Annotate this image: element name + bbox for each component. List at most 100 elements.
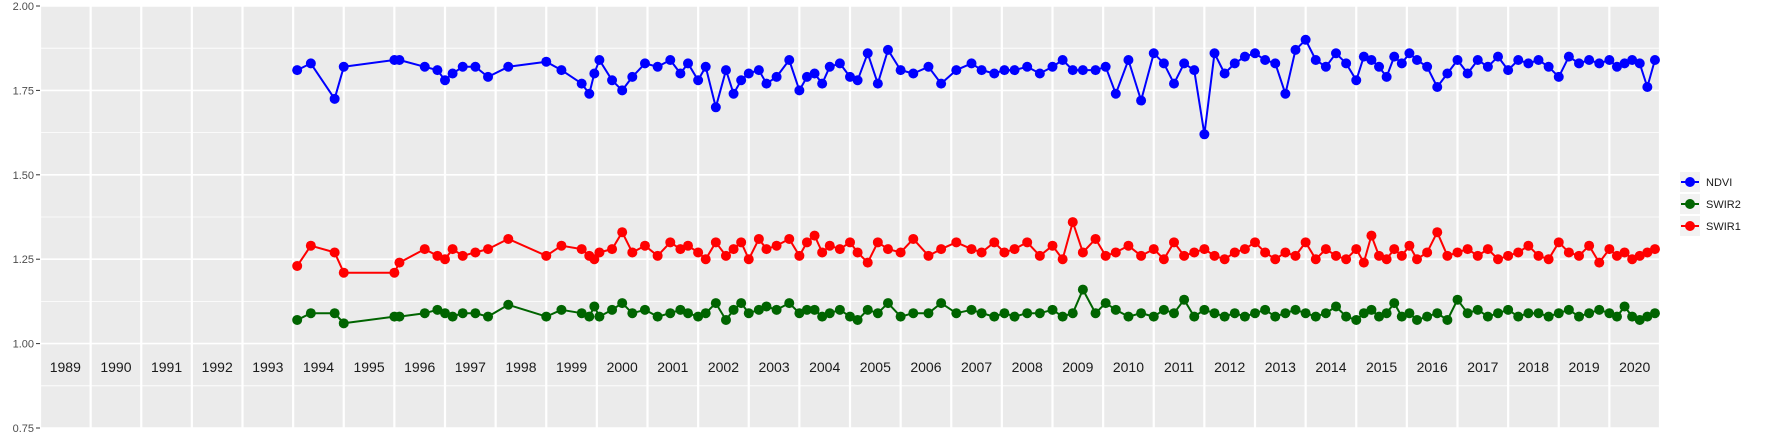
- data-point-swir2: [1270, 311, 1281, 322]
- data-point-swir2: [1472, 304, 1483, 315]
- data-point-swir2: [1320, 308, 1331, 319]
- data-point-swir2: [1594, 304, 1605, 315]
- data-point-swir1: [700, 254, 711, 265]
- data-point-swir1: [923, 250, 934, 261]
- data-point-ndvi: [1169, 78, 1179, 89]
- data-point-swir1: [761, 244, 772, 255]
- year-label: 2002: [708, 359, 739, 375]
- data-point-swir1: [852, 247, 863, 258]
- data-point-swir2: [1634, 314, 1645, 325]
- year-label: 2000: [607, 359, 638, 375]
- data-point-swir2: [824, 308, 835, 319]
- data-point-swir1: [1047, 240, 1058, 251]
- data-point-swir2: [845, 311, 855, 322]
- data-point-swir2: [665, 308, 676, 319]
- data-point-ndvi: [1320, 61, 1331, 72]
- data-point-swir1: [1611, 250, 1622, 261]
- data-point-swir1: [1250, 237, 1260, 248]
- data-point-swir2: [594, 311, 605, 322]
- data-point-swir2: [753, 304, 764, 315]
- data-point-swir2: [329, 308, 340, 319]
- data-point-swir1: [1189, 247, 1200, 258]
- data-point-swir2: [541, 311, 552, 322]
- data-point-swir2: [1022, 308, 1033, 319]
- data-point-swir2: [483, 311, 494, 322]
- data-point-ndvi: [338, 61, 349, 72]
- data-point-swir2: [1260, 304, 1271, 315]
- data-point-swir2: [743, 308, 754, 319]
- data-point-ndvi: [541, 56, 552, 67]
- data-point-swir2: [710, 298, 721, 309]
- year-label: 2007: [961, 359, 992, 375]
- series-ndvi: [292, 34, 1660, 140]
- data-point-ndvi: [834, 58, 845, 69]
- data-point-swir1: [976, 247, 987, 258]
- data-point-swir2: [1374, 311, 1385, 322]
- data-point-swir2: [1123, 311, 1134, 322]
- data-point-swir1: [753, 233, 764, 244]
- data-point-swir2: [1513, 311, 1524, 322]
- data-point-ndvi: [1300, 34, 1311, 45]
- data-point-ndvi: [457, 61, 468, 72]
- year-label: 2014: [1315, 359, 1346, 375]
- series-swir2: [292, 284, 1660, 329]
- data-point-swir2: [394, 311, 405, 322]
- y-axis: 0.75 1.00 1.25 1.50 1.75 2.00: [13, 1, 40, 435]
- data-point-ndvi: [1553, 71, 1564, 82]
- data-point-ndvi: [1189, 65, 1200, 76]
- data-point-ndvi: [1627, 55, 1638, 66]
- data-point-swir2: [1619, 301, 1630, 312]
- data-point-ndvi: [576, 78, 587, 89]
- data-point-swir2: [1310, 311, 1321, 322]
- data-point-ndvi: [470, 61, 481, 72]
- data-point-swir1: [432, 250, 443, 261]
- data-point-ndvi: [1381, 71, 1392, 82]
- data-point-swir2: [338, 318, 349, 329]
- data-point-swir2: [1553, 308, 1564, 319]
- data-point-swir1: [845, 237, 855, 248]
- year-label: 1993: [252, 359, 283, 375]
- data-point-swir1: [999, 247, 1010, 258]
- year-label: 2003: [758, 359, 789, 375]
- data-point-swir1: [1634, 250, 1645, 261]
- data-point-swir1: [1574, 250, 1584, 261]
- data-point-swir2: [693, 311, 704, 322]
- data-point-swir2: [1627, 311, 1638, 322]
- data-point-ndvi: [1442, 68, 1453, 79]
- data-point-swir1: [1381, 254, 1392, 265]
- year-label: 2010: [1113, 359, 1144, 375]
- data-point-swir1: [1280, 247, 1291, 258]
- data-point-swir1: [1389, 244, 1400, 255]
- year-label: 2008: [1012, 359, 1043, 375]
- data-point-swir2: [852, 314, 863, 325]
- data-point-ndvi: [1533, 55, 1544, 66]
- year-label: 1997: [455, 359, 486, 375]
- data-point-swir1: [1584, 240, 1595, 251]
- data-point-swir1: [1199, 244, 1210, 255]
- data-point-swir1: [1022, 237, 1033, 248]
- data-point-ndvi: [1642, 82, 1653, 93]
- year-label: 2019: [1568, 359, 1599, 375]
- data-point-swir1: [1432, 227, 1443, 238]
- data-point-swir1: [627, 247, 638, 258]
- data-point-ndvi: [1523, 58, 1534, 69]
- data-point-swir1: [683, 240, 693, 251]
- data-point-swir2: [440, 308, 450, 319]
- data-point-ndvi: [394, 55, 405, 66]
- data-point-swir1: [1482, 244, 1493, 255]
- data-point-swir2: [801, 304, 812, 315]
- data-point-swir2: [720, 314, 731, 325]
- year-label: 2004: [809, 359, 840, 375]
- y-tick-label: 2.00: [13, 1, 34, 13]
- data-point-swir2: [1432, 308, 1443, 319]
- year-label: 1999: [556, 359, 587, 375]
- data-point-swir1: [1351, 244, 1362, 255]
- data-point-swir1: [1229, 247, 1240, 258]
- data-point-swir1: [576, 244, 587, 255]
- data-point-ndvi: [895, 65, 906, 76]
- data-point-swir2: [1611, 311, 1622, 322]
- data-point-ndvi: [1067, 65, 1078, 76]
- data-point-swir2: [447, 311, 458, 322]
- data-point-swir2: [1067, 308, 1078, 319]
- data-point-swir2: [305, 308, 316, 319]
